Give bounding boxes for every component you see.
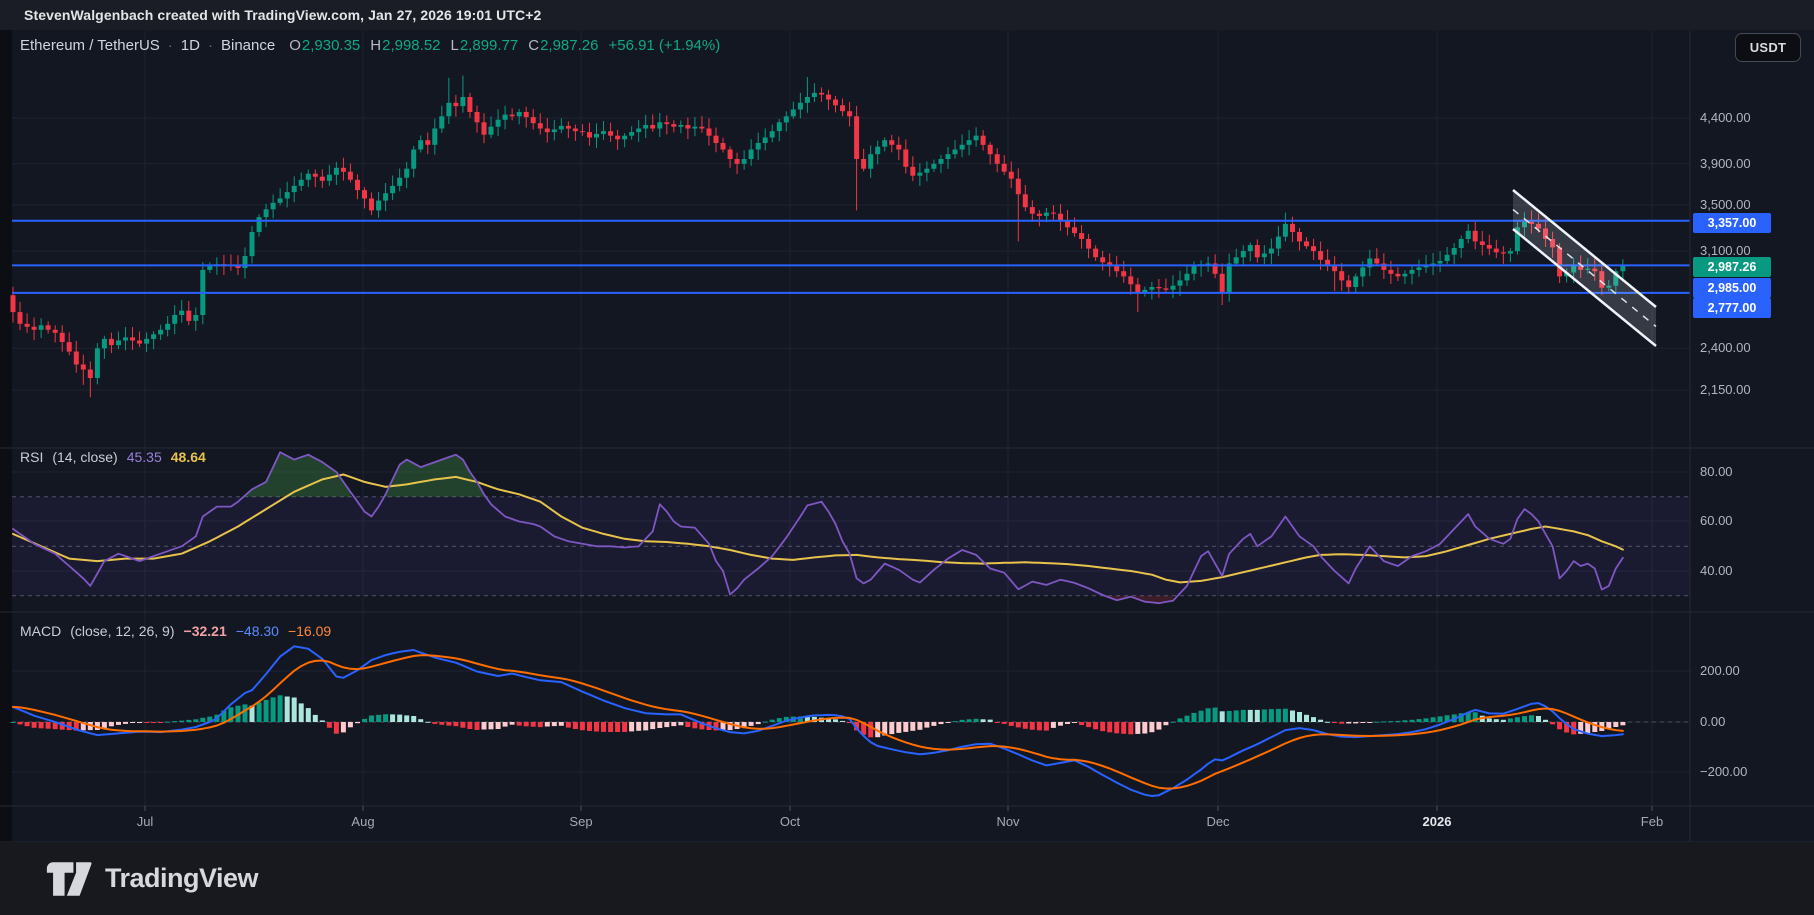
- high-label: H: [370, 37, 382, 54]
- price-level-badge: 3,357.00: [1693, 213, 1771, 233]
- macd-hist-value: −32.21: [183, 623, 227, 639]
- axis-label: 2,400.00: [1700, 340, 1751, 355]
- axis-label: 3,500.00: [1700, 197, 1751, 212]
- rsi-name: RSI: [20, 449, 44, 465]
- axis-label: 80.00: [1700, 464, 1733, 479]
- symbol-title[interactable]: Ethereum / TetherUS: [20, 37, 160, 54]
- time-axis-label: Aug: [351, 814, 375, 829]
- close-value: 2,987.26: [540, 37, 599, 54]
- macd-params: (close, 12, 26, 9): [70, 623, 175, 639]
- axis-label: 200.00: [1700, 663, 1740, 678]
- attribution-text: StevenWalgenbach created with TradingVie…: [24, 7, 542, 23]
- change-value: +56.91 (+1.94%): [608, 37, 721, 54]
- ohlc-values: O 2,930.35 H 2,998.52 L 2,899.77 C 2,987.26 …: [289, 37, 720, 54]
- axis-label: −200.00: [1700, 764, 1748, 779]
- interval-label[interactable]: 1D: [180, 37, 200, 54]
- symbol-header: Ethereum / TetherUS · 1D · Binance O 2,93…: [20, 37, 720, 54]
- axis-label: 4,400.00: [1700, 110, 1751, 125]
- current-price-badge: 2,987.26: [1693, 257, 1771, 277]
- separator-dot: ·: [167, 37, 173, 54]
- low-label: L: [450, 37, 459, 54]
- macd-name: MACD: [20, 623, 62, 639]
- low-value: 2,899.77: [459, 37, 519, 54]
- time-axis-label: Dec: [1206, 814, 1230, 829]
- chart-area[interactable]: Ethereum / TetherUS · 1D · Binance O 2,93…: [0, 30, 1814, 842]
- macd-signal-value: −16.09: [287, 623, 332, 639]
- macd-line-value: −48.30: [235, 623, 279, 639]
- axis-label: 3,900.00: [1700, 156, 1751, 171]
- axis-label: 40.00: [1700, 563, 1733, 578]
- chart-canvas[interactable]: [0, 30, 1814, 842]
- time-axis-label: Oct: [779, 814, 801, 829]
- price-level-badge: 2,985.00: [1693, 278, 1771, 298]
- tradingview-logo-icon: [46, 861, 92, 896]
- rsi-header[interactable]: RSI (14, close) 45.35 48.64: [20, 449, 206, 465]
- time-axis-label: Sep: [569, 814, 593, 829]
- axis-label: 60.00: [1700, 513, 1733, 528]
- close-label: C: [528, 37, 540, 54]
- time-axis-label: 2026: [1422, 814, 1452, 829]
- rsi-value: 45.35: [126, 449, 162, 465]
- axis-label: 3,100.00: [1700, 243, 1751, 258]
- high-value: 2,998.52: [382, 37, 441, 54]
- open-label: O: [289, 37, 301, 54]
- time-axis-label: Nov: [996, 814, 1020, 829]
- open-value: 2,930.35: [301, 37, 361, 54]
- separator-dot: ·: [207, 37, 213, 54]
- axis-label: 2,150.00: [1700, 382, 1751, 397]
- axis-label: 0.00: [1700, 714, 1726, 729]
- time-axis-label: Jul: [136, 814, 154, 829]
- footer-bar: TradingView: [0, 842, 1814, 915]
- exchange-label: Binance: [220, 37, 276, 54]
- price-level-badge: 2,777.00: [1693, 298, 1771, 318]
- time-axis-label: Feb: [1640, 814, 1664, 829]
- rsi-ma-value: 48.64: [170, 449, 206, 465]
- tradingview-logo-text: TradingView: [105, 863, 259, 893]
- attribution-bar: StevenWalgenbach created with TradingVie…: [0, 0, 1814, 30]
- currency-button[interactable]: USDT: [1735, 33, 1801, 62]
- macd-header[interactable]: MACD (close, 12, 26, 9) −32.21 −48.30 −1…: [20, 623, 331, 639]
- rsi-params: (14, close): [52, 449, 118, 465]
